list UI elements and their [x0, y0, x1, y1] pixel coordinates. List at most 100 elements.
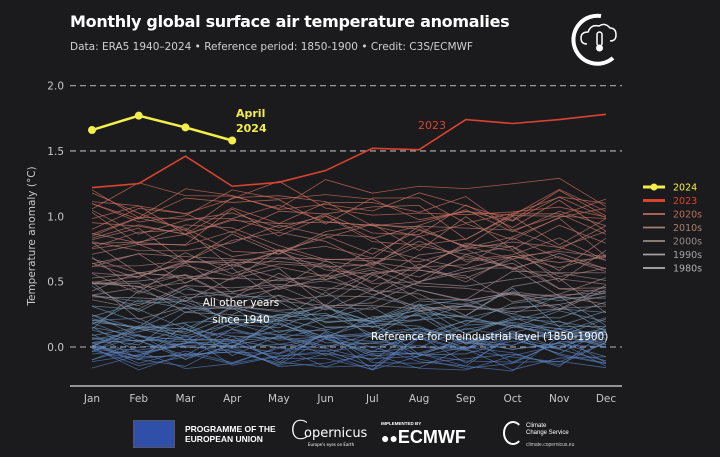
series-line-2024 — [91, 114, 233, 142]
other-year-line — [91, 338, 607, 371]
other-year-line — [91, 253, 607, 284]
other-year-line — [91, 336, 607, 369]
legend-label: 2024 — [673, 183, 697, 194]
other-year-line — [91, 310, 607, 349]
point-2024 — [181, 123, 190, 132]
legend-label: 2020s — [673, 210, 702, 221]
other-year-line — [91, 177, 607, 210]
legend-label: 2010s — [673, 223, 702, 234]
other-year-line — [91, 215, 607, 255]
other-year-line — [91, 297, 607, 325]
other-year-line — [91, 180, 607, 219]
y-ticks: 0.0 0.5 1.0 1.5 2.0 — [47, 81, 64, 354]
other-years-lines — [91, 177, 607, 372]
legend-label: 2000s — [673, 237, 702, 248]
annotation-2024: 2024 — [236, 122, 267, 135]
y-tick-label: 1.5 — [47, 146, 64, 158]
series-line-2023 — [91, 113, 607, 189]
other-year-line — [91, 314, 607, 349]
other-year-line — [91, 233, 607, 271]
y-axis-label: Temperature anomaly (°C) — [26, 166, 38, 306]
x-tick-label: Jan — [83, 393, 100, 405]
chart-subtitle: Data: ERA5 1940–2024 • Reference period:… — [70, 41, 473, 53]
annotation-other-years-1: All other years — [203, 297, 280, 309]
legend-marker — [650, 183, 658, 191]
point-2024 — [88, 126, 96, 135]
legend-label: 1980s — [673, 264, 702, 275]
legend: 2024 2023 2020s 2010s 2000s 1990s 1980s — [643, 183, 702, 275]
other-year-line — [91, 267, 607, 301]
x-tick-label: Jul — [365, 393, 379, 405]
other-year-line — [91, 264, 607, 296]
y-tick-label: 0.0 — [47, 342, 64, 354]
annotation-april: April — [236, 107, 265, 120]
other-year-line — [91, 254, 607, 290]
x-tick-label: Sep — [456, 393, 476, 405]
c3s-text-2: Change Service — [526, 430, 569, 436]
other-year-line — [91, 267, 607, 307]
other-year-line — [91, 196, 607, 235]
y-tick-label: 2.0 — [47, 81, 64, 93]
other-year-line — [91, 280, 607, 320]
other-year-line — [91, 322, 607, 358]
ecmwf-implemented: IMPLEMENTED BY — [381, 421, 422, 426]
legend-label: 1990s — [673, 250, 702, 261]
other-year-line — [91, 208, 607, 246]
other-year-line — [91, 227, 607, 265]
other-year-line — [91, 278, 607, 317]
chart-title: Monthly global surface air temperature a… — [70, 12, 510, 31]
other-year-line — [91, 224, 607, 260]
y-tick-label: 1.0 — [47, 211, 64, 223]
x-tick-label: Dec — [596, 393, 617, 405]
c3s-text-1: Climate — [526, 423, 547, 429]
other-year-line — [91, 295, 607, 310]
other-year-line — [91, 303, 607, 335]
other-year-line — [91, 237, 607, 275]
other-year-line — [91, 308, 607, 347]
x-tick-label: Feb — [129, 393, 148, 405]
other-year-line — [91, 333, 607, 369]
x-tick-label: Aug — [409, 393, 430, 405]
other-year-line — [91, 192, 607, 231]
y-tick-label: 0.5 — [47, 277, 64, 289]
other-year-line — [91, 285, 607, 311]
other-year-line — [91, 304, 607, 337]
other-year-line — [91, 294, 607, 325]
other-year-line — [91, 229, 607, 268]
other-year-line — [91, 305, 607, 346]
c3s-url: climate.copernicus.eu — [526, 442, 575, 448]
eu-flag-logo — [133, 420, 175, 448]
series-lines — [88, 111, 607, 189]
x-tick-label: Nov — [549, 393, 570, 405]
other-year-line — [91, 283, 607, 315]
x-tick-label: Jun — [316, 393, 333, 405]
other-year-line — [91, 305, 607, 344]
annotation-reference: Reference for preindustrial level (1850-… — [371, 331, 608, 343]
c3s-logo-icon — [503, 421, 523, 445]
x-ticks: Jan Feb Mar Apr May Jun Jul Aug Sep Oct Nov Dec — [83, 393, 616, 405]
other-year-line — [91, 304, 607, 340]
c3s-thermometer-logo-icon — [571, 13, 617, 66]
other-year-line — [91, 330, 607, 366]
annotation-other-years-2: since 1940 — [212, 314, 269, 326]
other-year-line — [91, 241, 607, 281]
point-2024 — [134, 111, 143, 120]
eu-text-1: PROGRAMME OF THE — [185, 424, 276, 434]
legend-label: 2023 — [673, 196, 697, 207]
x-tick-label: May — [268, 393, 290, 405]
x-tick-label: Mar — [176, 393, 196, 405]
other-year-line — [91, 209, 607, 240]
other-year-line — [91, 256, 607, 293]
ecmwf-logo: ●●ECMWF — [381, 427, 466, 447]
x-tick-label: Oct — [503, 393, 521, 405]
other-year-line — [91, 248, 607, 283]
other-year-line — [91, 216, 607, 252]
other-year-line — [91, 199, 607, 236]
other-year-line — [91, 299, 607, 328]
eu-text-2: EUROPEAN UNION — [185, 434, 263, 444]
point-2024 — [228, 136, 237, 145]
other-year-line — [91, 317, 607, 353]
other-year-line — [91, 305, 607, 337]
x-tick-label: Apr — [223, 393, 242, 405]
